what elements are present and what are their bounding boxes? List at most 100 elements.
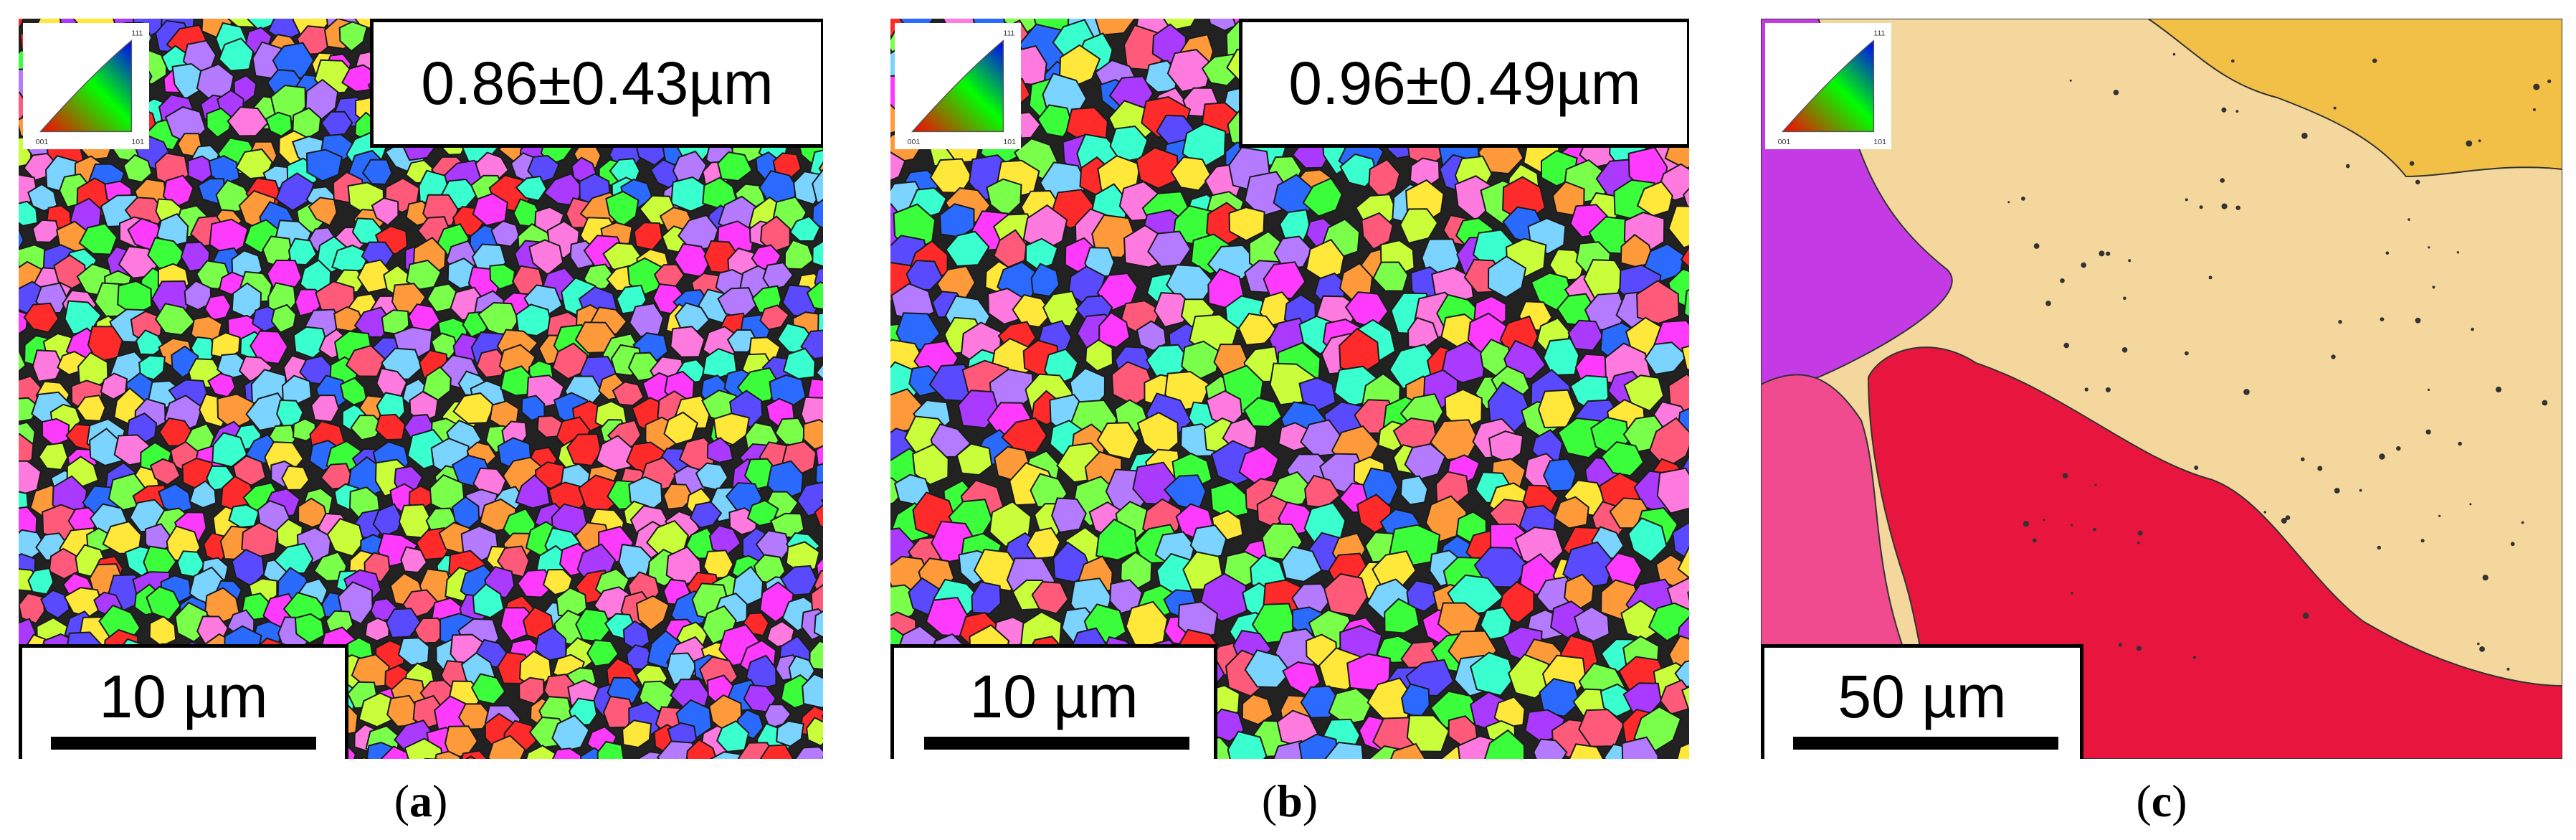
- scale-bar-label: 10 µm: [99, 663, 268, 730]
- grain: [19, 460, 42, 497]
- grain: [776, 720, 805, 747]
- grain: [1181, 340, 1222, 382]
- grain: [956, 443, 993, 476]
- pore-dot: [2263, 511, 2266, 514]
- pore-dot: [2338, 320, 2342, 324]
- grain: [154, 303, 196, 336]
- grain: [821, 714, 823, 719]
- grain: [993, 229, 1027, 268]
- ipf-triangle: [1782, 39, 1875, 133]
- grain: [404, 737, 444, 759]
- grain: [586, 639, 619, 667]
- grain: [273, 542, 314, 575]
- grain: [218, 37, 255, 72]
- grain: [1324, 741, 1364, 759]
- caption-letter: a: [409, 775, 432, 826]
- grain-size-label: 0.96±0.49µm: [1239, 19, 1689, 148]
- grain: [1627, 517, 1668, 563]
- pore-dot: [2506, 667, 2510, 671]
- grain: [1537, 389, 1577, 429]
- grain: [375, 413, 406, 441]
- grain: [789, 215, 821, 242]
- pore-dot: [2128, 259, 2131, 263]
- grain: [465, 755, 477, 759]
- grain: [1182, 123, 1227, 169]
- scale-bar-line: [924, 737, 1189, 750]
- grain: [806, 717, 823, 747]
- grain: [1399, 475, 1429, 506]
- pore-dot: [2243, 389, 2250, 395]
- grain: [1484, 729, 1526, 759]
- ipf-legend-triangle-icon: 001 101 111: [895, 23, 1021, 149]
- pore-dot: [2438, 514, 2441, 517]
- pore-dot: [2084, 387, 2088, 392]
- grain: [385, 608, 422, 638]
- ipf-corner-label: 101: [131, 138, 144, 146]
- pore-dot: [2345, 164, 2350, 169]
- panel-caption-a: (a): [349, 775, 493, 828]
- grain: [1554, 496, 1589, 529]
- pore-dot: [2415, 179, 2420, 184]
- grain: [526, 745, 559, 759]
- scale-bar: 10 µm: [890, 644, 1217, 759]
- grain: [1270, 471, 1312, 507]
- pore-dot: [2045, 301, 2051, 306]
- grain: [1302, 177, 1343, 217]
- pore-dot: [2070, 524, 2073, 527]
- caption-close: ): [1302, 775, 1318, 826]
- pore-dot: [2063, 342, 2069, 349]
- pore-dot: [2137, 541, 2140, 544]
- pore-dot: [2469, 503, 2472, 506]
- grain: [472, 583, 505, 619]
- grain: [713, 412, 751, 446]
- grain: [1573, 605, 1610, 643]
- grain: [812, 199, 823, 229]
- grain: [945, 230, 990, 268]
- grain: [360, 756, 369, 759]
- grain: [310, 394, 340, 423]
- grain: [1533, 738, 1568, 759]
- grain: [674, 302, 710, 332]
- grain: [796, 481, 823, 517]
- pore-dot: [2033, 243, 2040, 249]
- pore-dot: [2471, 327, 2474, 331]
- pore-dot: [2477, 642, 2480, 646]
- grain: [434, 750, 461, 759]
- grain: [414, 617, 448, 644]
- pore-dot: [2093, 527, 2096, 532]
- ipf-corner-label: 001: [908, 138, 921, 146]
- grain: [461, 750, 488, 759]
- grain: [612, 381, 645, 407]
- pore-dot: [2377, 545, 2381, 550]
- grain: [815, 362, 823, 381]
- grain: [489, 263, 515, 291]
- grain: [1399, 208, 1439, 245]
- grain: [806, 280, 823, 310]
- grain: [1401, 683, 1430, 719]
- grain: [890, 283, 936, 321]
- grain: [605, 190, 640, 228]
- grain: [1656, 467, 1689, 514]
- grain: [1676, 742, 1689, 759]
- pore-dot: [2113, 90, 2119, 95]
- grain: [1674, 660, 1689, 687]
- grain: [189, 480, 217, 509]
- grain: [1680, 245, 1689, 268]
- pore-dot: [2235, 205, 2240, 210]
- grain: [381, 309, 410, 336]
- pore-dot: [2281, 517, 2287, 524]
- grain: [685, 739, 717, 759]
- grain: [794, 746, 823, 759]
- grain: [27, 183, 58, 212]
- grain: [23, 302, 60, 334]
- ipf-legend-triangle-icon: 001 101 111: [1765, 23, 1891, 149]
- grain: [19, 200, 39, 227]
- grain: [1051, 497, 1087, 534]
- grain: [1241, 693, 1274, 726]
- caption-open: (: [1261, 775, 1278, 826]
- grain: [759, 304, 790, 331]
- grain: [706, 436, 734, 463]
- pore-dot: [2121, 347, 2128, 353]
- ebsd-map-panel-c: 001 101 111 50 µm: [1761, 19, 2562, 759]
- grain: [1672, 521, 1689, 561]
